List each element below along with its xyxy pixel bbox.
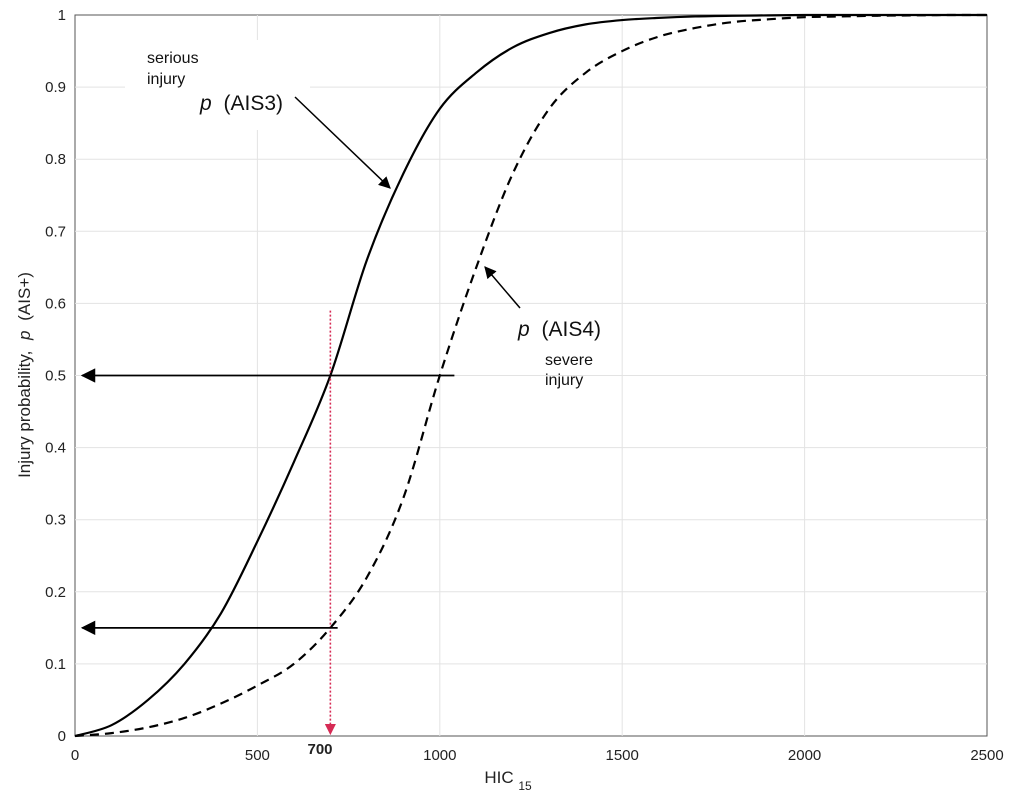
ais4-series-label: p (AIS4) [517, 318, 601, 341]
plot-area: 0 500 1000 1500 2000 2500 0 0.1 0.2 0.3 0.4 0.5 0.6 0… [45, 7, 1004, 764]
ais4-series-name: (AIS4) [542, 318, 602, 341]
x-tick-label: 1000 [423, 747, 456, 764]
serious-label-line1: serious [147, 50, 199, 67]
x-axis-label-subscript: 15 [518, 779, 532, 793]
x-tick-label: 500 [245, 747, 270, 764]
ais3-series-name: (AIS3) [224, 92, 284, 115]
ais4-pointer-arrow [484, 266, 521, 309]
x-tick-label: 0 [71, 747, 79, 764]
y-tick-label: 0.9 [45, 79, 66, 96]
severe-label-line1: severe [545, 352, 593, 369]
series-line-ais3 [74, 13, 987, 738]
severe-label-line2: injury [545, 372, 583, 389]
x-tick-label: 1500 [606, 747, 639, 764]
x-tick-label: 2500 [970, 747, 1003, 764]
y-tick-label: 0.2 [45, 584, 66, 601]
y-tick-label: 0.1 [45, 656, 66, 673]
y-axis-label-tail: (AIS+) [15, 272, 34, 321]
ais3-series-label: p (AIS3) [199, 92, 283, 115]
ais4-series-p: p [517, 318, 530, 341]
y-tick-label: 0.4 [45, 440, 66, 457]
ais3-pointer-arrow [294, 96, 391, 189]
tick-labels: 0 500 1000 1500 2000 2500 0 0.1 0.2 0.3 0.4 0.5 0.6 0… [45, 7, 1004, 764]
guide-lines [80, 310, 455, 736]
ais3-series-p: p [199, 92, 212, 115]
y-tick-label: 0.6 [45, 295, 66, 312]
y-tick-label: 0 [58, 728, 66, 745]
y-tick-label: 1 [58, 7, 66, 24]
y-tick-label: 0.3 [45, 512, 66, 529]
y-tick-label: 0.8 [45, 151, 66, 168]
y-axis-label-text: Injury probability, [15, 351, 34, 478]
y-axis-label: Injury probability, p (AIS+) [15, 272, 34, 478]
y-axis-label-p: p [15, 330, 34, 340]
x-axis-label-text: HIC [484, 768, 513, 787]
series-lines [74, 13, 988, 738]
y-tick-label: 0.5 [45, 368, 66, 385]
serious-label-line2: injury [147, 71, 185, 88]
x-tick-label: 2000 [788, 747, 821, 764]
x-axis-label: HIC 15 [484, 768, 532, 793]
marker-700-label: 700 [307, 741, 332, 758]
y-tick-label: 0.7 [45, 223, 66, 240]
annotation-backdrop [125, 40, 310, 130]
series-line-ais4 [74, 13, 988, 738]
